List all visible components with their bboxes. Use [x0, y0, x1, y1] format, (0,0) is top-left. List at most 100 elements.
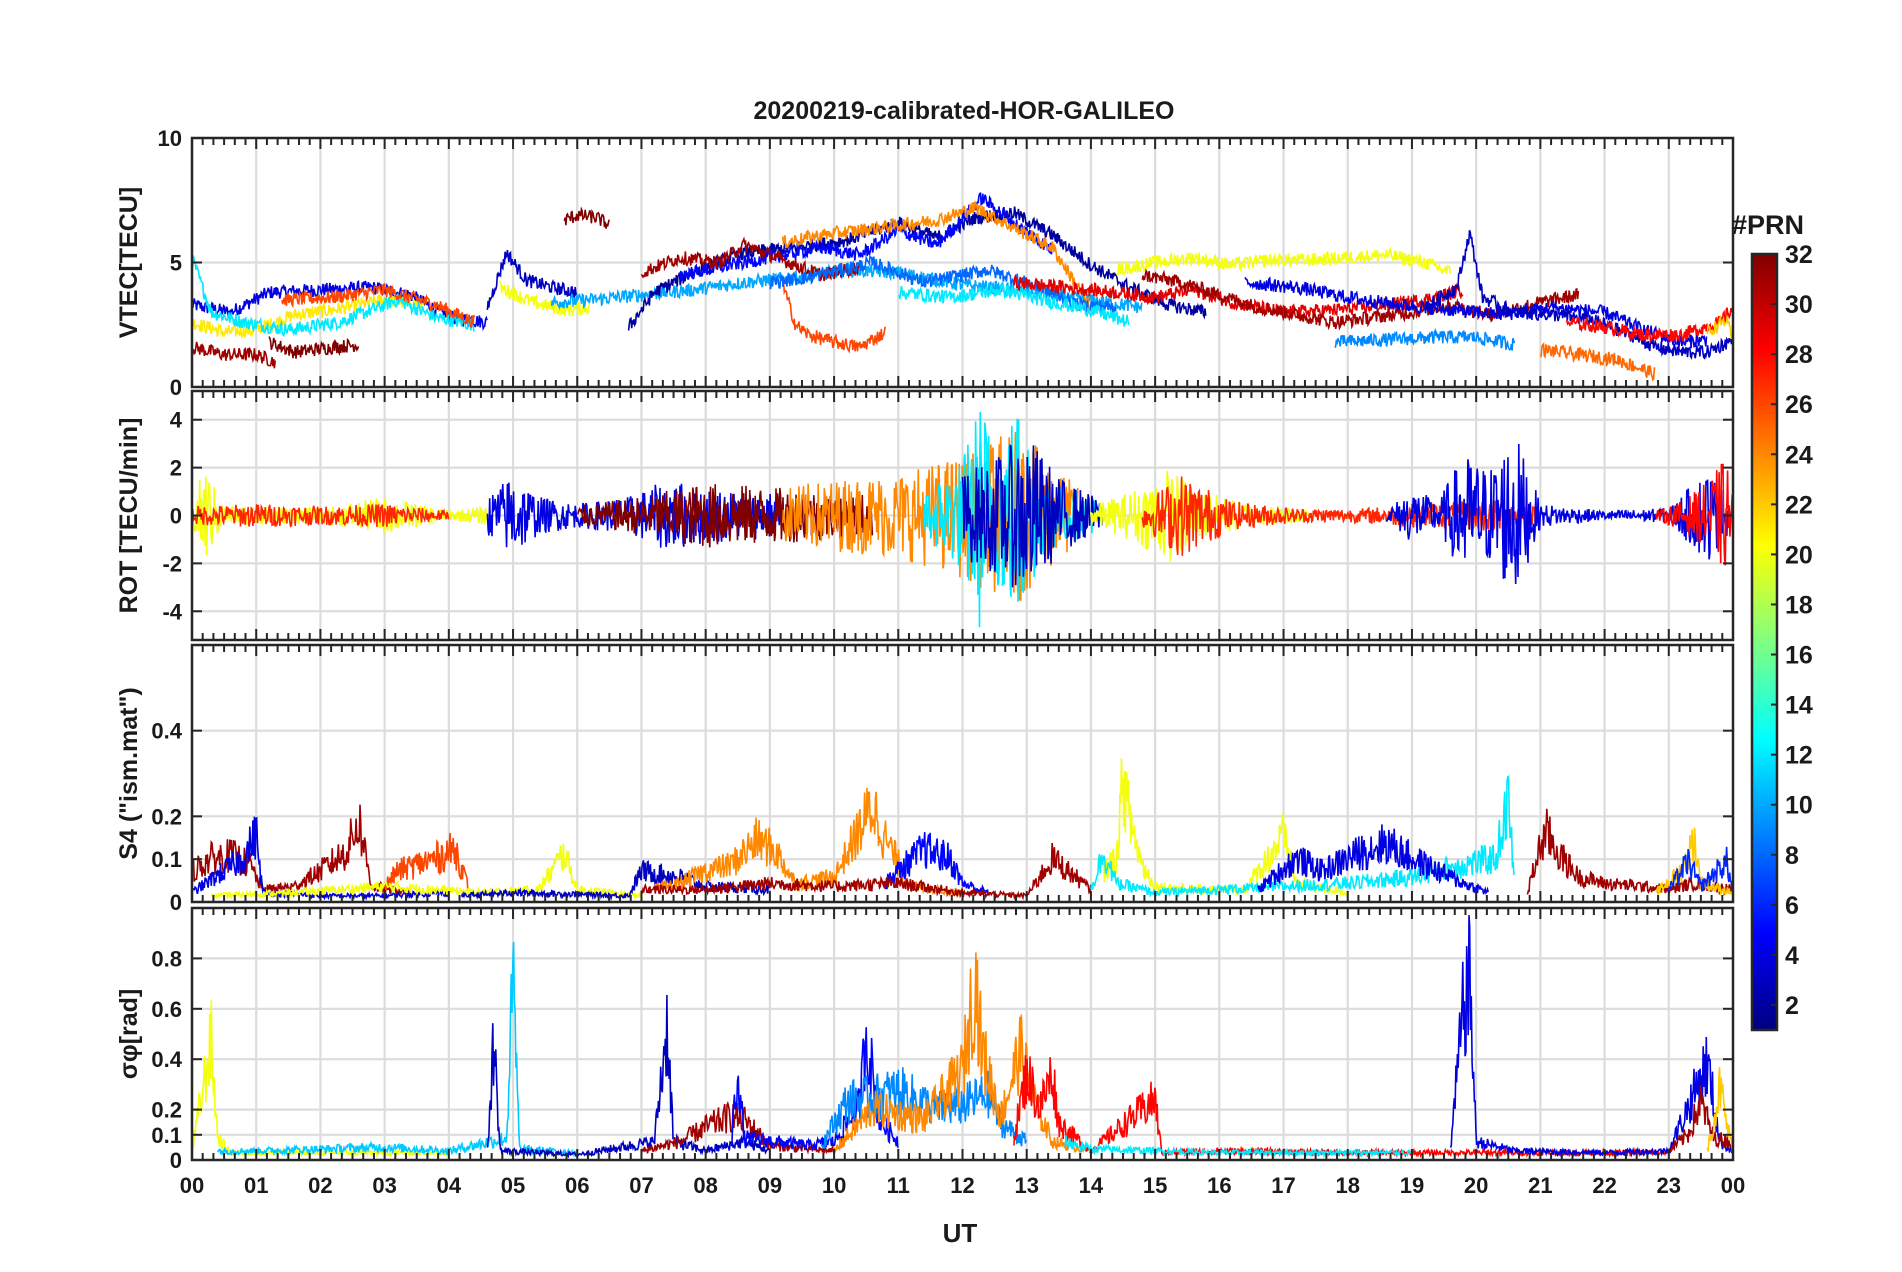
sigma-series-prn-4: [1449, 915, 1733, 1159]
vtec-series-prn-32: [268, 336, 360, 359]
sigma-series-prn-3: [486, 994, 771, 1159]
sigma-series-prn-9: [820, 1067, 1027, 1150]
chart-title: 20200219-calibrated-HOR-GALILEO: [754, 97, 1175, 125]
rot-y-tick-label: 4: [170, 408, 183, 433]
vtec-series-prn-26: [281, 283, 476, 328]
sigma-series-prn-12: [1064, 1135, 1412, 1159]
rot-series-prn-28: [1655, 463, 1733, 566]
vtec-series-prn-25: [1540, 341, 1656, 382]
colorbar-tick-label: 18: [1785, 591, 1813, 619]
vtec-series-prn-12: [898, 282, 1130, 327]
x-axis-label: UT: [943, 1218, 978, 1248]
s4-series-prn-4: [1257, 824, 1489, 895]
s4-series-prn-5: [884, 832, 989, 895]
colorbar-tick-label: 14: [1785, 692, 1813, 720]
s4-series-prn-22: [1655, 827, 1733, 896]
x-tick-label: 04: [437, 1173, 462, 1198]
vtec-series-prn-9: [1334, 327, 1516, 351]
sigma-series-prn-5: [730, 1027, 899, 1151]
x-tick-label: 02: [308, 1173, 332, 1198]
x-tick-label: 05: [501, 1173, 525, 1198]
sigma-y-tick-label: 0.1: [151, 1123, 182, 1148]
colorbar-gradient: [1750, 252, 1779, 1032]
x-tick-label: 10: [822, 1173, 846, 1198]
s4-y-axis-label: S4 ("ism.mat"): [115, 687, 143, 859]
sigma-series-prn-22: [1706, 1067, 1733, 1154]
vtec-series-prn-4: [192, 279, 488, 332]
vtec-series-prn-12: [192, 255, 475, 338]
colorbar-tick-label: 32: [1785, 241, 1813, 269]
x-tick-label: 23: [1657, 1173, 1681, 1198]
x-tick-label: 03: [372, 1173, 396, 1198]
vtec-series-prn-20: [1115, 246, 1451, 277]
rot-y-tick-label: 0: [170, 504, 182, 529]
x-tick-label: 11: [887, 1173, 910, 1198]
colorbar-tick-label: 2: [1785, 992, 1799, 1020]
colorbar-tick-label: 26: [1785, 391, 1813, 419]
sigma-y-tick-label: 0.4: [151, 1047, 182, 1072]
sigma-y-tick-label: 0.8: [151, 946, 182, 971]
vtec-y-axis-label: VTEC[TECU]: [115, 187, 143, 338]
vtec-series-prn-3: [1424, 230, 1733, 360]
sigma-y-tick-label: 0.6: [151, 997, 182, 1022]
x-tick-label: 16: [1207, 1173, 1231, 1198]
sigma-y-tick-label: 0: [170, 1148, 182, 1173]
vtec-series-prn-28: [1565, 307, 1733, 344]
s4-panel: 0 0.1 0.2 0.4 S4 ("ism.mat"): [115, 643, 1735, 915]
x-tick-label: 09: [758, 1173, 782, 1198]
colorbar-tick-label: 16: [1785, 642, 1813, 670]
colorbar-tick-label: 20: [1785, 541, 1813, 569]
x-tick-label: 17: [1271, 1173, 1295, 1198]
sigma-series-prn-24: [833, 952, 1092, 1154]
rot-series-prn-3: [961, 444, 1105, 588]
s4-y-tick-label: 0.1: [151, 847, 182, 872]
x-tick-label: 19: [1400, 1173, 1424, 1198]
colorbar-tick-label: 22: [1785, 491, 1813, 519]
colorbar-tick-label: 6: [1785, 892, 1799, 920]
s4-y-tick-label: 0: [170, 890, 182, 915]
vtec-series-prn-31: [192, 341, 276, 369]
sigma-y-tick-label: 0.2: [151, 1098, 182, 1123]
x-tick-label: 21: [1528, 1173, 1552, 1198]
colorbar-tick-label: 28: [1785, 341, 1813, 369]
vtec-y-tick-label: 10: [158, 126, 182, 151]
vtec-series-prn-20: [499, 280, 591, 318]
x-tick-label: 07: [629, 1173, 653, 1198]
vtec-series-prn-21: [192, 292, 424, 339]
vtec-series-prn-32: [563, 206, 610, 229]
vtec-series-prn-26: [781, 281, 886, 354]
rot-y-tick-label: -4: [162, 599, 182, 624]
sigma-series-prn-11: [216, 941, 578, 1158]
x-tick-label: 00: [1721, 1173, 1745, 1198]
x-tick-label: 01: [244, 1173, 268, 1198]
x-tick-label: 12: [950, 1173, 974, 1198]
s4-series-prn-26: [383, 832, 469, 892]
vtec-y-tick-label: 0: [170, 375, 182, 400]
colorbar-tick-label: 4: [1785, 942, 1799, 970]
rot-series-prn-27: [192, 503, 450, 528]
colorbar-tick-label: 30: [1785, 291, 1813, 319]
colorbar-tick-label: 12: [1785, 742, 1813, 770]
rot-y-tick-label: 2: [170, 456, 182, 481]
colorbar-tick-label: 8: [1785, 842, 1799, 870]
rot-y-tick-label: -2: [162, 551, 182, 576]
s4-series-prn-6: [1668, 846, 1733, 893]
x-tick-label: 20: [1464, 1173, 1488, 1198]
vtec-series-prn-5: [679, 192, 1053, 281]
vtec-series-prn-4: [1244, 276, 1708, 349]
vtec-panel: 0 5 10 VTEC[TECU]: [115, 126, 1735, 400]
rot-series-prn-27: [1141, 476, 1541, 556]
vtec-series-prn-22: [1706, 314, 1733, 340]
x-tick-label: 00: [180, 1173, 204, 1198]
rot-panel: -4 -2 0 2 4 ROT [TECU/min]: [115, 389, 1735, 642]
rot-y-axis-label: ROT [TECU/min]: [115, 418, 143, 614]
s4-y-tick-label: 0.2: [151, 804, 182, 829]
vtec-series-prn-24: [781, 199, 1091, 314]
colorbar-title: #PRN: [1732, 210, 1804, 240]
sigma-series-prn-31: [1668, 1085, 1733, 1153]
s4-y-tick-label: 0.4: [151, 719, 182, 744]
vtec-series-prn-3: [486, 249, 578, 310]
x-tick-label: 13: [1014, 1173, 1038, 1198]
x-tick-label: 08: [693, 1173, 717, 1198]
